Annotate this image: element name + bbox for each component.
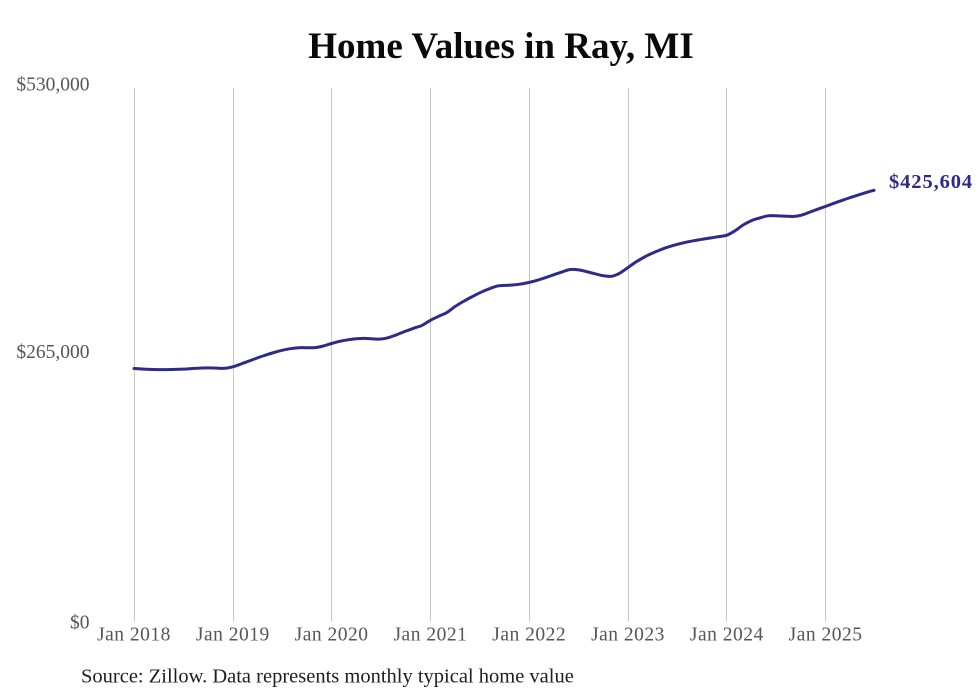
svg-text:Jan 2020: Jan 2020: [295, 625, 369, 646]
svg-text:Jan 2018: Jan 2018: [97, 625, 171, 646]
svg-text:$265,000: $265,000: [16, 342, 89, 363]
svg-text:Jan 2022: Jan 2022: [492, 625, 566, 646]
svg-text:Jan 2024: Jan 2024: [690, 625, 764, 646]
svg-text:Jan 2023: Jan 2023: [591, 625, 665, 646]
svg-text:Jan 2021: Jan 2021: [393, 625, 467, 646]
svg-text:Home Values in Ray, MI: Home Values in Ray, MI: [308, 26, 693, 67]
svg-text:$0: $0: [70, 613, 90, 634]
svg-text:Source: Zillow. Data represent: Source: Zillow. Data represents monthly …: [81, 666, 574, 688]
svg-text:$530,000: $530,000: [16, 74, 89, 95]
svg-text:Jan 2025: Jan 2025: [789, 625, 863, 646]
svg-text:$425,604: $425,604: [889, 171, 973, 193]
svg-text:Jan 2019: Jan 2019: [196, 625, 270, 646]
